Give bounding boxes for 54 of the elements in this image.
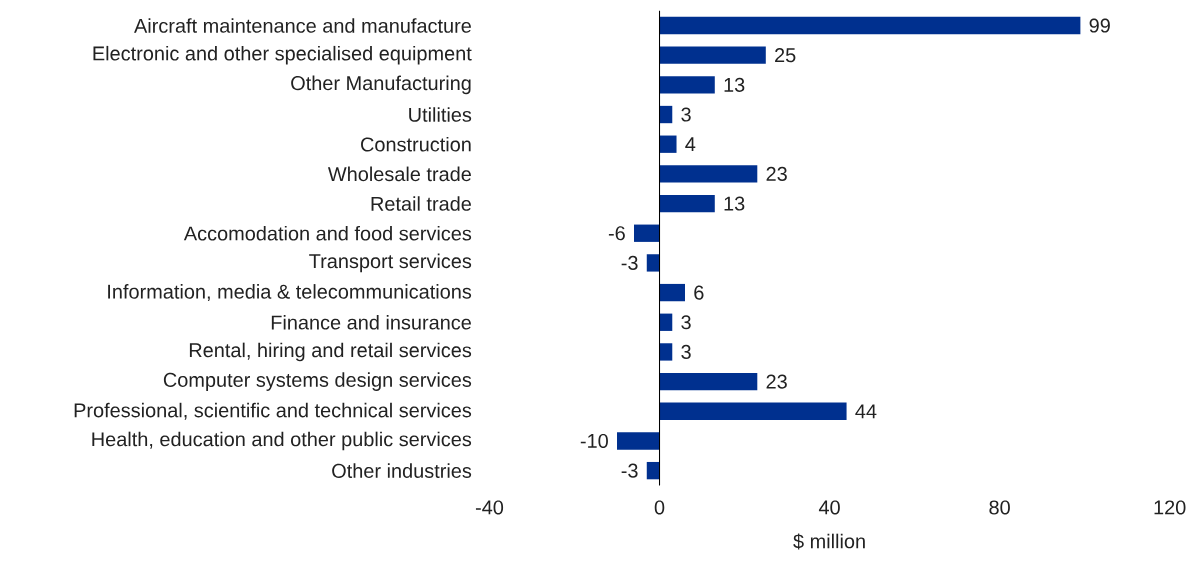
y-tick-label: Information, media & telecommunications [108, 283, 472, 301]
bar [659, 105, 673, 123]
bar [634, 224, 660, 242]
data-label: 13 [724, 77, 745, 92]
bar [659, 313, 673, 331]
bar [659, 372, 758, 391]
data-label: 6 [694, 285, 704, 300]
y-tick-label: Health, education and other public services [92, 431, 472, 450]
x-tick-label: -40 [475, 500, 504, 515]
y-tick-label: Other Manufacturing [291, 75, 471, 94]
data-label: 4 [685, 137, 696, 151]
data-label: 44 [855, 404, 877, 418]
x-tick-label: 80 [989, 500, 1010, 515]
x-tick-label: 0 [654, 500, 665, 515]
data-label: -3 [621, 255, 638, 270]
y-tick-label: Aircraft maintenance and manufacture [134, 17, 471, 33]
bar [659, 194, 715, 212]
data-label: 3 [681, 107, 691, 122]
y-tick-label: Computer systems design services [163, 372, 472, 391]
bar [659, 164, 758, 183]
data-label: 99 [1089, 18, 1110, 33]
data-label: 23 [766, 166, 787, 181]
data-label: -6 [608, 225, 625, 241]
data-label: 25 [775, 47, 796, 62]
y-tick-label: Transport services [309, 253, 472, 272]
y-tick-label: Electronic and other specialised equipment [93, 45, 472, 65]
data-label: -10 [580, 433, 608, 448]
y-tick-label: Finance and insurance [271, 314, 471, 330]
data-label: -3 [621, 463, 638, 478]
y-tick-label: Retail trade [371, 196, 471, 211]
data-label: 3 [681, 314, 691, 330]
bar [659, 343, 673, 361]
data-label: 3 [681, 344, 691, 359]
y-tick-label: Professional, scientific and technical services [74, 402, 472, 420]
y-tick-label: Accomodation and food services [183, 225, 472, 241]
bar [659, 402, 847, 420]
bar [646, 461, 660, 480]
data-label: 13 [724, 196, 745, 211]
y-tick-label: Utilities [409, 106, 472, 122]
data-label: 23 [766, 374, 787, 389]
bar [659, 16, 1081, 34]
x-tick-label: 40 [818, 500, 840, 515]
x-axis-title: $ million [793, 533, 865, 550]
y-tick-label: Other industries [332, 463, 472, 478]
x-tick-label: 120 [1154, 500, 1186, 515]
y-tick-label: Rental, hiring and retail services [189, 342, 472, 361]
bar [659, 135, 677, 153]
bar [659, 283, 686, 302]
bar [659, 46, 766, 64]
y-tick-label: Construction [361, 136, 471, 152]
bar [617, 432, 660, 450]
bar [646, 254, 660, 272]
bar [659, 75, 715, 94]
y-tick-label: Wholesale trade [327, 166, 471, 181]
